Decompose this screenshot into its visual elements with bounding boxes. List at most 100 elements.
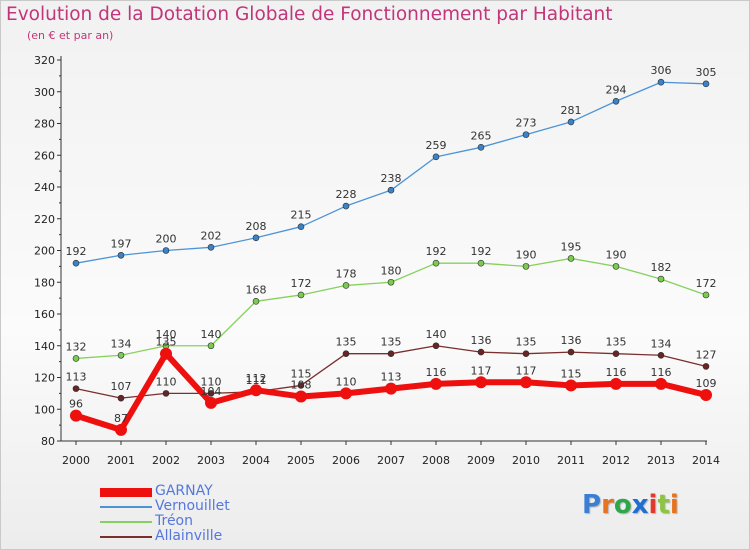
legend-swatch xyxy=(100,506,152,508)
data-point-allainville xyxy=(387,350,395,357)
data-point-vernouillet xyxy=(117,251,125,259)
data-point-vernouillet xyxy=(702,80,710,88)
data-point-vernouillet xyxy=(612,97,620,105)
x-tick-label: 2004 xyxy=(242,454,270,467)
data-label-treon: 195 xyxy=(561,240,582,253)
data-point-vernouillet xyxy=(387,186,395,194)
y-tick-label: 120 xyxy=(34,372,55,385)
data-label-vernouillet: 273 xyxy=(516,117,537,130)
x-tick-label: 2013 xyxy=(647,454,675,467)
data-label-allainville: 111 xyxy=(246,374,267,387)
data-label-allainville: 113 xyxy=(66,371,87,384)
data-point-treon xyxy=(657,275,665,283)
legend-swatch xyxy=(100,521,152,523)
chart-title: Evolution de la Dotation Globale de Fonc… xyxy=(6,4,613,25)
y-tick-label: 280 xyxy=(34,118,55,131)
data-point-treon xyxy=(567,255,575,262)
data-point-garnay xyxy=(475,376,487,389)
data-point-garnay xyxy=(430,377,442,390)
data-point-treon xyxy=(387,278,395,286)
data-label-garnay: 108 xyxy=(291,379,312,392)
data-point-treon xyxy=(207,342,215,350)
data-point-vernouillet xyxy=(567,118,575,126)
data-point-treon xyxy=(72,355,80,362)
data-label-treon: 192 xyxy=(471,245,492,258)
x-tick-label: 2001 xyxy=(107,454,135,467)
logo-letter: i xyxy=(648,490,658,520)
proxiti-logo: Proxiti xyxy=(582,490,679,520)
data-label-treon: 182 xyxy=(651,261,672,274)
data-point-garnay xyxy=(70,409,82,422)
x-tick-label: 2003 xyxy=(197,454,225,467)
logo-letter: P xyxy=(582,490,602,520)
data-label-vernouillet: 305 xyxy=(696,66,717,79)
data-label-vernouillet: 197 xyxy=(111,237,132,250)
data-point-vernouillet xyxy=(342,202,350,210)
data-label-vernouillet: 200 xyxy=(156,233,177,246)
data-point-vernouillet xyxy=(657,78,665,86)
data-label-garnay: 116 xyxy=(426,366,447,379)
y-tick-label: 220 xyxy=(34,213,55,226)
x-tick-label: 2008 xyxy=(422,454,450,467)
data-point-allainville xyxy=(657,351,665,359)
data-point-vernouillet xyxy=(522,131,530,138)
data-label-treon: 134 xyxy=(111,337,132,350)
data-label-vernouillet: 228 xyxy=(336,188,357,201)
data-label-garnay: 117 xyxy=(516,364,537,377)
data-point-garnay xyxy=(295,390,307,403)
data-point-allainville xyxy=(207,390,215,397)
data-label-garnay: 116 xyxy=(606,366,627,379)
data-label-allainville: 135 xyxy=(336,336,357,349)
data-point-garnay xyxy=(115,423,127,436)
data-label-allainville: 140 xyxy=(426,328,447,341)
x-tick-label: 2000 xyxy=(62,454,90,467)
data-point-vernouillet xyxy=(207,244,215,251)
data-label-vernouillet: 306 xyxy=(651,64,672,77)
data-label-allainville: 110 xyxy=(156,375,177,388)
data-label-garnay: 110 xyxy=(336,375,357,388)
x-tick-label: 2009 xyxy=(467,454,495,467)
data-point-vernouillet xyxy=(477,144,485,151)
data-label-treon: 178 xyxy=(336,267,357,280)
data-point-garnay xyxy=(205,396,217,409)
data-label-allainville: 110 xyxy=(201,375,222,388)
data-label-garnay: 104 xyxy=(201,385,222,398)
data-label-allainville: 135 xyxy=(381,336,402,349)
y-tick-label: 100 xyxy=(34,403,55,416)
legend-label: Allainville xyxy=(155,528,223,544)
data-point-allainville xyxy=(72,385,80,392)
data-point-garnay xyxy=(655,377,667,390)
data-point-garnay xyxy=(340,387,352,400)
data-label-allainville: 134 xyxy=(651,337,672,350)
data-label-treon: 192 xyxy=(426,245,447,258)
logo-letter: t xyxy=(657,490,670,520)
y-tick-label: 260 xyxy=(34,149,55,162)
data-label-garnay: 112 xyxy=(246,372,267,385)
logo-letter: x xyxy=(631,490,649,520)
data-point-allainville xyxy=(162,390,170,397)
data-label-allainville: 107 xyxy=(111,380,132,393)
data-label-vernouillet: 265 xyxy=(471,129,492,142)
x-tick-label: 2002 xyxy=(152,454,180,467)
data-point-vernouillet xyxy=(432,153,440,161)
data-label-vernouillet: 208 xyxy=(246,220,267,233)
data-point-treon xyxy=(342,282,350,289)
data-label-garnay: 87 xyxy=(114,412,128,425)
data-label-allainville: 136 xyxy=(561,334,582,347)
data-label-garnay: 135 xyxy=(156,336,177,349)
data-label-treon: 172 xyxy=(291,277,312,290)
data-point-treon xyxy=(477,259,485,267)
y-tick-label: 140 xyxy=(34,340,55,353)
data-point-allainville xyxy=(567,348,575,356)
data-label-vernouillet: 294 xyxy=(606,83,627,96)
data-label-garnay: 117 xyxy=(471,364,492,377)
data-label-vernouillet: 238 xyxy=(381,172,402,185)
x-tick-label: 2014 xyxy=(692,454,720,467)
data-label-treon: 172 xyxy=(696,277,717,290)
data-label-allainville: 136 xyxy=(471,334,492,347)
logo-letter: r xyxy=(601,490,614,520)
data-label-garnay: 96 xyxy=(69,398,83,411)
data-label-garnay: 109 xyxy=(696,377,717,390)
data-label-allainville: 127 xyxy=(696,348,717,361)
